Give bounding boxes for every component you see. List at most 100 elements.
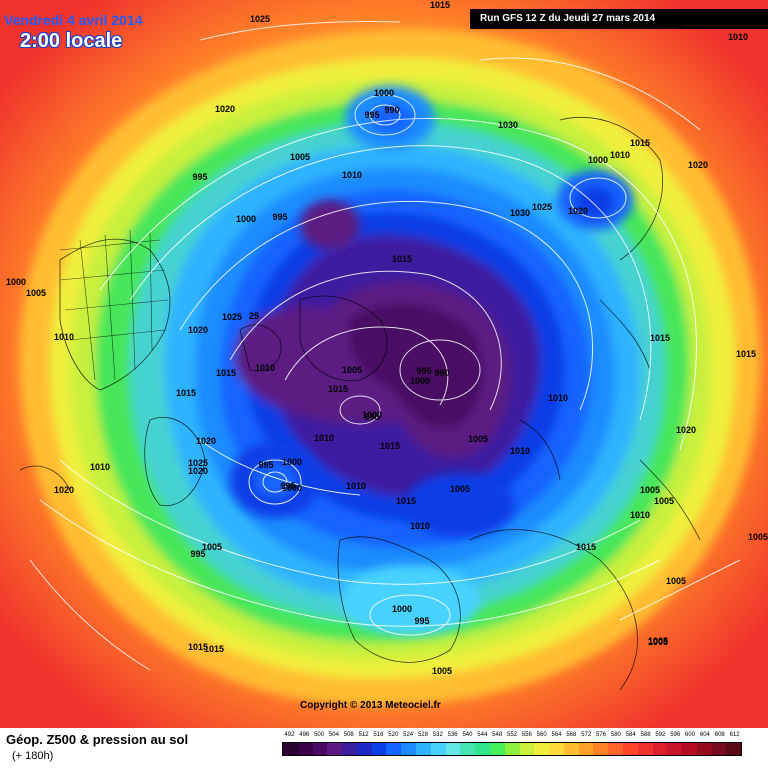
low-northeast-core	[575, 186, 615, 218]
lead-time: (+ 180h)	[12, 750, 54, 762]
isobar-label: 995	[258, 460, 273, 470]
isobar-label: 1010	[90, 462, 110, 472]
isobar-label: 995	[190, 549, 205, 559]
scale-tick-label: 580	[610, 732, 621, 738]
isobar-label: 1010	[342, 170, 362, 180]
forecast-date: Vendredi 4 avril 2014	[4, 12, 143, 28]
scale-tick-label: 540	[462, 732, 473, 738]
isobar-label: 1020	[688, 160, 708, 170]
trough-north	[300, 200, 360, 250]
isobar-label: 1015	[576, 542, 596, 552]
isobar-label: 995	[414, 616, 429, 626]
scale-swatch	[283, 743, 298, 755]
isobar-label: 1010	[548, 393, 568, 403]
isobar-label: 1010	[510, 446, 530, 456]
isobar-label: 1020	[568, 206, 588, 216]
us-state-grid	[59, 229, 169, 381]
isobar-label: 990	[434, 368, 449, 378]
copyright-notice: Copyright © 2013 Meteociel.fr	[300, 700, 441, 711]
isobar-label: 1010	[346, 481, 366, 491]
isobar-label: 1015	[650, 333, 670, 343]
scale-tick-label: 600	[685, 732, 696, 738]
scale-tick-label: 564	[551, 732, 562, 738]
isobar-label: 1000	[588, 155, 608, 165]
isobar-label: 1005	[666, 576, 686, 586]
scale-tick-label: 584	[625, 732, 636, 738]
scale-tick-label: 552	[506, 732, 518, 738]
low-top-core	[370, 102, 414, 134]
isobar-label: 1005	[342, 365, 362, 375]
scale-swatch	[312, 743, 328, 755]
isobar-label: 25	[249, 311, 259, 321]
scale-tick-label: 604	[699, 732, 710, 738]
isobar-label: 1015	[188, 642, 208, 652]
scale-swatch	[371, 743, 387, 755]
scale-tick-label: 500	[314, 732, 325, 738]
isobar-label: 1025	[222, 312, 242, 322]
isobar-label: 1025	[250, 14, 270, 24]
isobar-label: 1020	[188, 466, 208, 476]
isobar-label: 995	[272, 212, 287, 222]
isobar-label: 1030	[510, 208, 530, 218]
scale-swatch	[430, 743, 446, 755]
isobar-label: 1015	[396, 496, 416, 506]
isobar-label: 1015	[176, 388, 196, 398]
product-title: Géop. Z500 & pression au sol	[6, 732, 189, 747]
isobar-label: 1005	[202, 542, 222, 552]
isobar-label: 1000	[410, 376, 430, 386]
scale-tick-label: 512	[358, 732, 369, 738]
isobar-label: 1030	[498, 120, 518, 130]
scale-swatch	[711, 743, 727, 755]
scale-swatch	[460, 743, 476, 755]
isobar-label: 1020	[188, 325, 208, 335]
scale-tick-label: 524	[403, 732, 414, 738]
scale-swatch	[682, 743, 697, 755]
isobar-label: 1010	[410, 521, 430, 531]
isobar-label: 990	[384, 105, 399, 115]
scale-tick-label: 612	[729, 732, 740, 738]
scale-tick-label: 492	[284, 732, 295, 738]
isobar-label: 1005	[26, 288, 46, 298]
isobar-label: 995	[280, 481, 295, 491]
isobar-label: 1000	[282, 457, 302, 467]
isobar-label: 1010	[54, 332, 74, 342]
low-southwest-core	[253, 462, 297, 498]
legend-footer: Géop. Z500 & pression au sol (+ 180h) 49…	[0, 728, 768, 768]
isobar-label: 995	[364, 412, 379, 422]
isobar-label: 995	[416, 366, 431, 376]
scale-swatch	[297, 743, 313, 755]
scale-swatch	[356, 743, 372, 755]
isobar-label: 1005	[654, 496, 674, 506]
scale-swatch	[416, 743, 431, 755]
isobar-label: 1010	[314, 433, 334, 443]
scale-swatch	[475, 743, 490, 755]
isobar-label: 995	[364, 110, 379, 120]
scale-tick-label: 516	[373, 732, 384, 738]
isobar-label: 1015	[736, 349, 756, 359]
isobar-label: 1015	[216, 368, 236, 378]
isobar-label: 1005	[640, 485, 660, 495]
scale-tick-label: 536	[447, 732, 458, 738]
scale-swatch	[652, 743, 668, 755]
scale-swatch	[386, 743, 402, 755]
scale-swatch	[327, 743, 343, 755]
scale-tick-label: 556	[521, 732, 532, 738]
scale-tick-label: 528	[417, 732, 428, 738]
isobar-label: 1005	[290, 152, 310, 162]
band-violet-dark	[349, 303, 483, 429]
isobar-label: 1020	[215, 104, 235, 114]
isobar-label: 1015	[392, 254, 412, 264]
isobar-label: 1015	[430, 0, 450, 10]
color-scale-labels: 492 496 500 504 508 512 516 520 524 528 532 536 540 5…	[282, 732, 742, 744]
isobar-label: 1005	[450, 484, 470, 494]
isobar-label: 1010	[630, 510, 650, 520]
isobar-label: 1010	[728, 32, 748, 42]
scale-swatch	[622, 743, 638, 755]
scale-tick-label: 496	[299, 732, 310, 738]
scale-swatch	[726, 743, 742, 755]
isobar-label: 1000	[282, 483, 302, 493]
scale-tick-label: 608	[714, 732, 725, 738]
isobar-label: 1000	[6, 277, 26, 287]
